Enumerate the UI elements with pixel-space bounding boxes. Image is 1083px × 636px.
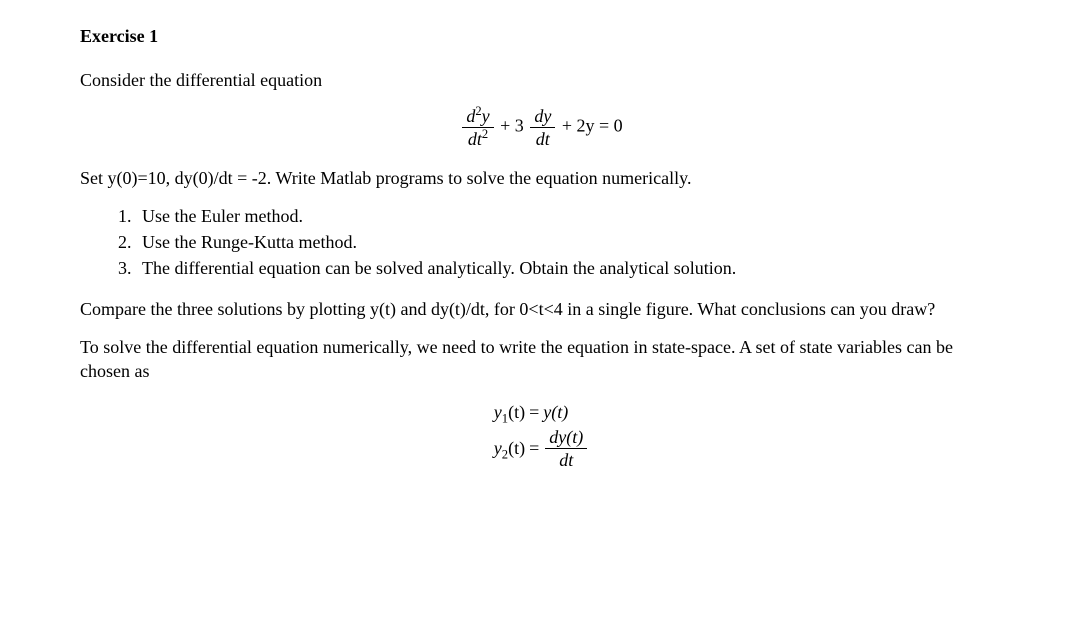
y1-rhs: y(t) [541, 398, 591, 426]
list-item: Use the Euler method. [136, 204, 1003, 228]
list-item: The differential equation can be solved … [136, 256, 1003, 280]
exercise-heading: Exercise 1 [80, 24, 1003, 48]
main-equation: d2y dt2 + 3 dy dt + 2y = 0 [80, 107, 1003, 148]
dy-dt-den: dt [545, 449, 587, 469]
intro-paragraph: Consider the differential equation [80, 68, 1003, 92]
frac-den-sup: 2 [482, 127, 488, 141]
eq-sign-2: = [527, 426, 541, 471]
document-page: Exercise 1 Consider the differential equ… [0, 0, 1083, 636]
frac-num-y: y [482, 106, 490, 126]
first-derivative-fraction: dy dt [530, 107, 555, 148]
task-list: Use the Euler method. Use the Runge-Kutt… [80, 204, 1003, 281]
compare-paragraph: Compare the three solutions by plotting … [80, 297, 1003, 321]
second-derivative-fraction: d2y dt2 [462, 107, 493, 148]
statespace-paragraph: To solve the differential equation numer… [80, 335, 1003, 384]
state-variable-equations: y1(t) = y(t) y2(t) = dy(t) dt [80, 398, 1003, 471]
plus-3: + 3 [500, 115, 524, 135]
eq-sign-1: = [527, 398, 541, 426]
frac2-den: dt [530, 128, 555, 148]
frac-den-dt: dt [468, 129, 482, 149]
frac2-num: dy [530, 107, 555, 128]
dy-dt-fraction: dy(t) dt [545, 428, 587, 469]
initial-conditions-paragraph: Set y(0)=10, dy(0)/dt = -2. Write Matlab… [80, 166, 1003, 190]
y2-var: y [494, 438, 502, 458]
y1-arg: (t) [508, 402, 525, 422]
y1-var: y [494, 402, 502, 422]
list-item: Use the Runge-Kutta method. [136, 230, 1003, 254]
frac-num-d: d [466, 106, 475, 126]
equation-tail: + 2y = 0 [562, 115, 623, 135]
dy-dt-num: dy(t) [545, 428, 587, 449]
y2-arg: (t) [508, 438, 525, 458]
